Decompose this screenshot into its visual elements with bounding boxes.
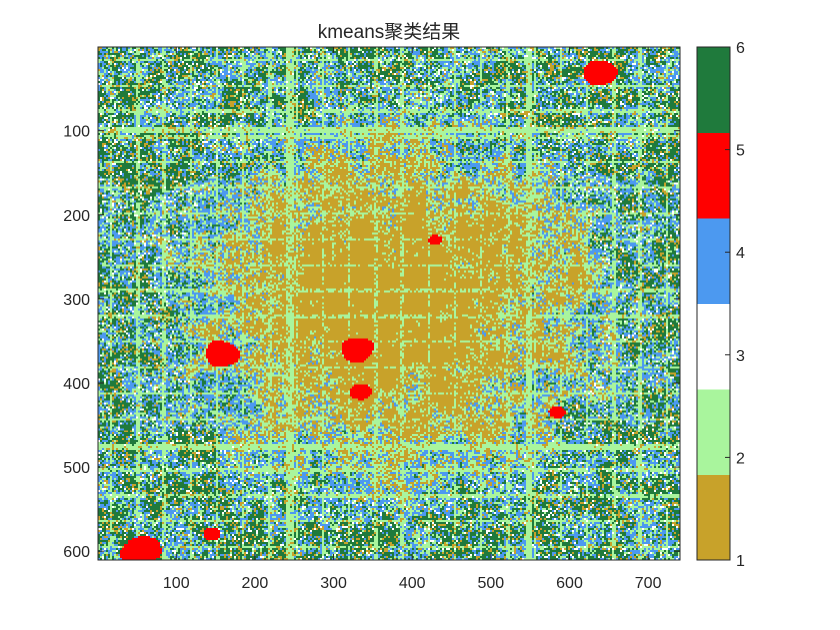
x-tick-label: 700	[635, 575, 662, 592]
y-tick-label: 500	[63, 460, 90, 477]
colorbar-segment	[697, 47, 730, 133]
y-axis: 100 200 300 400 500 600	[63, 124, 680, 561]
y-tick-label: 100	[63, 124, 90, 141]
x-tick-label: 400	[399, 575, 426, 592]
colorbar-frame	[696, 46, 731, 561]
colorbar-tick-label: 1	[736, 553, 745, 570]
x-tick-label: 100	[163, 575, 190, 592]
x-axis: 100 200 300 400 500 600 700	[163, 47, 662, 592]
colorbar-tick-label: 4	[736, 245, 745, 262]
y-tick-label: 300	[63, 292, 90, 309]
colorbar: 1 2 3 4 5 6	[696, 40, 745, 570]
y-tick-label: 400	[63, 376, 90, 393]
y-tick-label: 600	[63, 544, 90, 561]
colorbar-tick-label: 2	[736, 450, 745, 467]
colorbar-segment	[697, 132, 730, 219]
x-tick-label: 500	[477, 575, 504, 592]
colorbar-tick-label: 6	[736, 40, 745, 57]
colorbar-segment	[697, 303, 730, 390]
x-tick-label: 300	[320, 575, 347, 592]
colorbar-tick-label: 3	[736, 348, 745, 365]
colorbar-tick-label: 5	[736, 143, 745, 160]
colorbar-segment	[697, 474, 730, 561]
plot-frame	[97, 46, 681, 561]
x-tick-label: 600	[556, 575, 583, 592]
colorbar-segment	[697, 389, 730, 475]
colorbar-segment	[697, 218, 730, 304]
cluster-image	[98, 47, 680, 560]
x-tick-label: 200	[242, 575, 269, 592]
chart-title: kmeans聚类结果	[318, 21, 461, 43]
y-tick-label: 200	[63, 208, 90, 225]
cluster-raster	[98, 47, 680, 560]
